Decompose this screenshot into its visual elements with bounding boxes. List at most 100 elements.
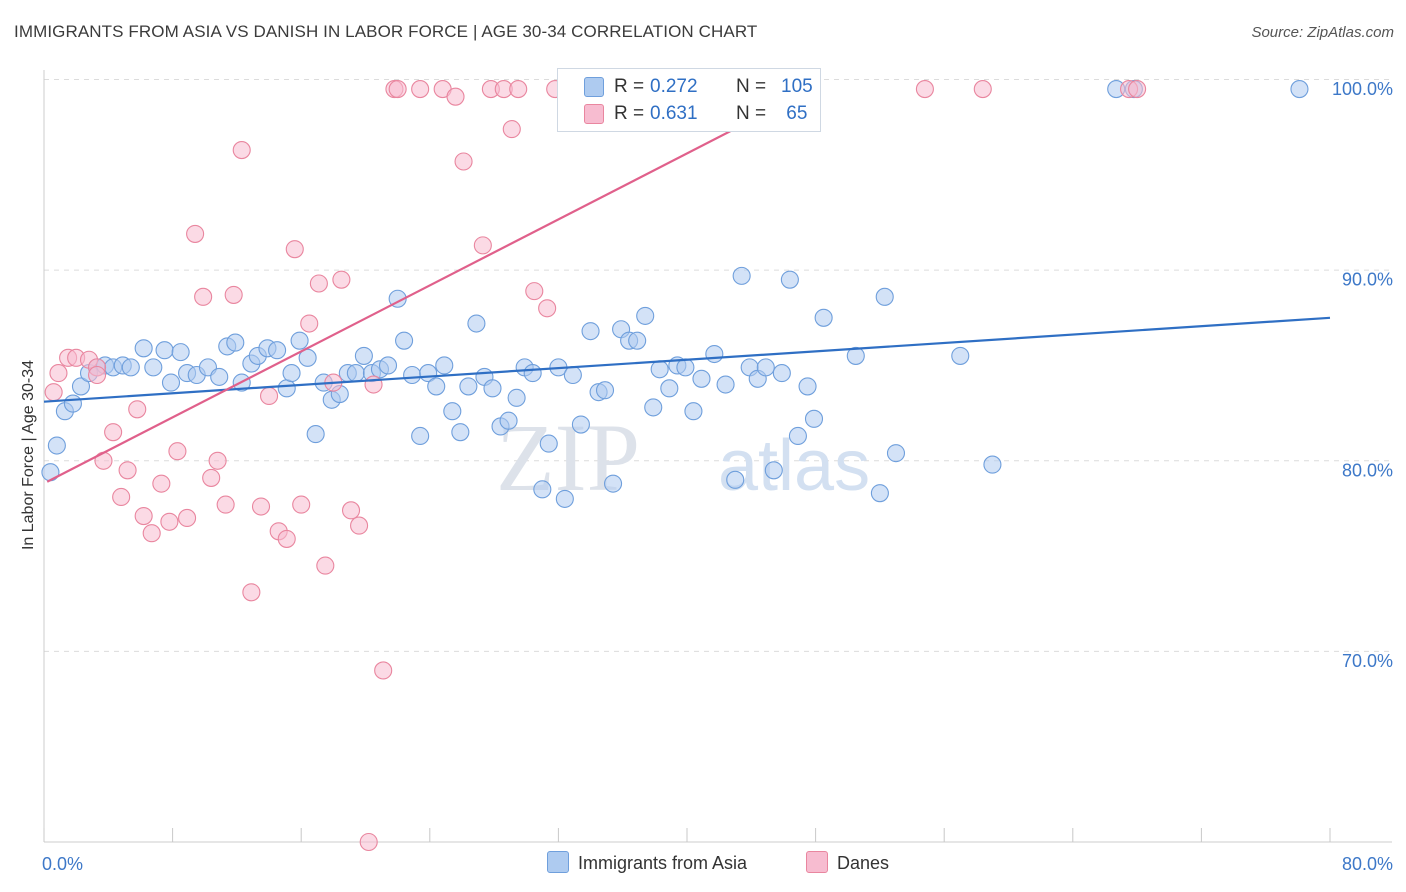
- point-asia: [571, 415, 590, 434]
- point-asia: [788, 426, 807, 446]
- point-danes: [1128, 80, 1147, 99]
- point-asia: [459, 377, 478, 396]
- point-danes: [388, 80, 407, 99]
- point-asia: [798, 377, 817, 396]
- point-asia: [644, 398, 663, 417]
- point-asia: [71, 377, 91, 396]
- trend-lines: [43, 88, 1331, 483]
- point-asia: [523, 364, 542, 383]
- point-danes: [128, 400, 147, 419]
- point-asia: [983, 455, 1002, 474]
- point-danes: [152, 474, 171, 493]
- legend-swatch-asia: [584, 77, 604, 97]
- legend-r-label: R =: [614, 103, 645, 124]
- point-danes: [332, 270, 351, 289]
- point-asia: [756, 358, 775, 377]
- point-asia: [705, 344, 724, 364]
- point-asia: [346, 364, 365, 383]
- point-asia: [63, 394, 82, 413]
- point-danes: [446, 87, 465, 106]
- point-asia: [395, 331, 414, 350]
- point-asia: [499, 411, 518, 430]
- point-danes: [87, 365, 107, 385]
- point-asia: [226, 333, 245, 352]
- y-tick-label: 80.0%: [1342, 460, 1393, 480]
- point-danes: [160, 512, 179, 531]
- point-asia: [875, 287, 894, 306]
- legend-r-value: 0.631: [650, 103, 698, 124]
- point-danes: [454, 152, 473, 171]
- point-asia: [443, 402, 462, 421]
- point-danes: [194, 287, 213, 306]
- bottom-legend-swatch-asia: [547, 851, 569, 873]
- point-asia: [268, 341, 287, 360]
- point-asia: [684, 402, 703, 421]
- point-danes: [208, 451, 227, 470]
- point-asia: [604, 474, 623, 493]
- point-danes: [224, 285, 243, 304]
- point-asia: [277, 379, 296, 398]
- trend-line-danes: [46, 88, 813, 483]
- point-danes: [178, 508, 197, 528]
- point-asia: [555, 489, 574, 508]
- point-asia: [539, 434, 558, 453]
- point-danes: [259, 386, 279, 406]
- point-danes: [538, 299, 557, 318]
- legend-n-value: 65: [781, 103, 808, 124]
- point-danes: [300, 314, 319, 333]
- point-asia: [171, 343, 190, 362]
- point-asia: [282, 364, 301, 383]
- point-asia: [467, 314, 486, 333]
- point-danes: [292, 495, 311, 514]
- point-asia: [692, 369, 711, 388]
- point-danes: [285, 240, 304, 259]
- legend-r-label: R =: [614, 76, 645, 97]
- point-danes: [142, 524, 161, 543]
- legend-n-label: N =: [736, 76, 767, 97]
- point-danes: [364, 375, 383, 394]
- point-asia: [533, 480, 552, 499]
- trend-line-asia: [43, 316, 1331, 403]
- point-danes: [374, 661, 393, 680]
- bottom-legend-label-danes: Danes: [837, 853, 890, 873]
- point-asia: [628, 331, 647, 350]
- chart-title: IMMIGRANTS FROM ASIA VS DANISH IN LABOR …: [14, 22, 758, 41]
- point-asia: [846, 346, 865, 365]
- point-danes: [411, 80, 430, 99]
- point-asia: [732, 266, 751, 285]
- source-credit: Source: ZipAtlas.com: [1251, 24, 1394, 41]
- point-danes: [242, 583, 261, 602]
- point-asia: [1290, 80, 1309, 99]
- point-asia: [306, 425, 325, 444]
- point-danes: [118, 461, 137, 480]
- point-asia: [134, 339, 153, 358]
- y-tick-label: 90.0%: [1342, 270, 1393, 290]
- point-danes: [168, 442, 187, 461]
- point-asia: [435, 356, 454, 375]
- point-asia: [886, 444, 906, 463]
- point-asia: [121, 358, 140, 377]
- point-asia: [403, 365, 422, 385]
- legend-n-label: N =: [736, 103, 767, 124]
- point-danes: [359, 832, 378, 852]
- point-danes: [251, 497, 271, 516]
- tick-labels: 100.0% 90.0% 80.0% 70.0% 0.0% 80.0%: [42, 79, 1393, 874]
- legend-n-value: 105: [781, 76, 813, 97]
- point-danes: [309, 274, 328, 293]
- legend-r-value: 0.272: [650, 76, 698, 97]
- point-danes: [134, 506, 153, 526]
- point-asia: [595, 381, 615, 400]
- y-axis-label: In Labor Force | Age 30-34: [20, 359, 37, 551]
- point-asia: [951, 346, 970, 365]
- point-danes: [350, 516, 369, 535]
- point-asia: [804, 409, 824, 428]
- point-asia: [870, 484, 889, 503]
- point-danes: [49, 364, 68, 383]
- point-danes: [525, 282, 544, 301]
- point-asia: [676, 358, 695, 377]
- point-danes: [104, 423, 123, 442]
- point-asia: [483, 379, 502, 398]
- point-asia: [155, 341, 174, 360]
- point-asia: [210, 367, 229, 386]
- point-danes: [509, 80, 528, 99]
